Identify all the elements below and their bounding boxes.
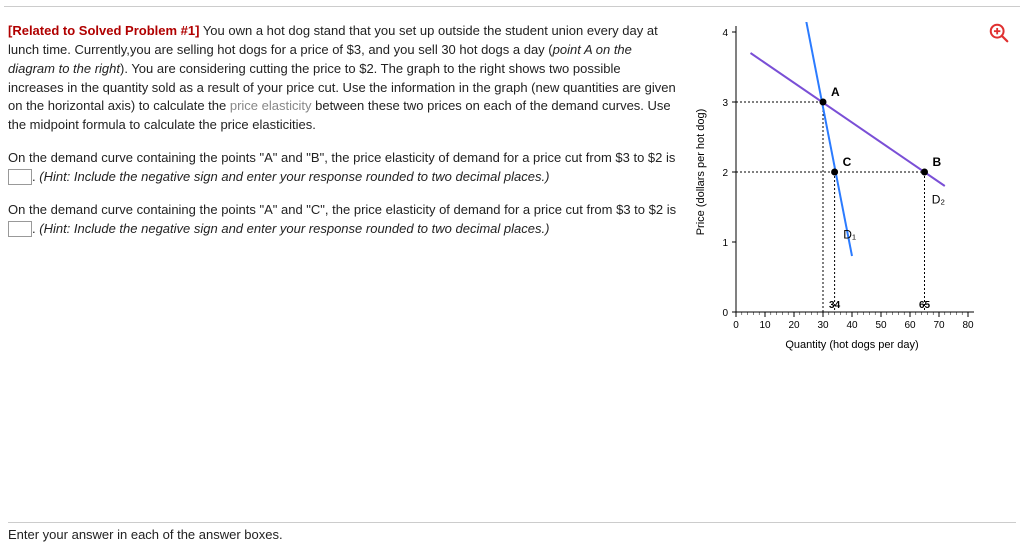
- point-label-A: A: [831, 85, 840, 99]
- question-1: On the demand curve containing the point…: [8, 149, 678, 187]
- intro-paragraph: [Related to Solved Problem #1] You own a…: [8, 22, 678, 135]
- main-container: [Related to Solved Problem #1] You own a…: [0, 0, 1024, 362]
- zoom-icon[interactable]: [988, 22, 1010, 44]
- question-2: On the demand curve containing the point…: [8, 201, 678, 239]
- chart-column: 01234010203040506070803465D₁D₂ACBQuantit…: [686, 22, 1016, 362]
- curve-label-D2: D₂: [932, 193, 946, 207]
- svg-text:0: 0: [733, 320, 739, 331]
- footer-instruction: Enter your answer in each of the answer …: [8, 522, 1016, 542]
- q2-hint: (Hint: Include the negative sign and ent…: [39, 221, 549, 236]
- price-elasticity-term: price elasticity: [230, 98, 312, 113]
- svg-text:80: 80: [962, 320, 974, 331]
- q1-hint: (Hint: Include the negative sign and ent…: [39, 169, 549, 184]
- q2-lead: On the demand curve containing the point…: [8, 202, 676, 217]
- point-label-B: B: [933, 155, 942, 169]
- point-B: [921, 169, 928, 176]
- svg-text:1: 1: [722, 238, 728, 249]
- svg-text:65: 65: [919, 300, 931, 311]
- y-axis-label: Price (dollars per hot dog): [695, 109, 707, 236]
- point-label-C: C: [843, 155, 852, 169]
- svg-text:10: 10: [759, 320, 771, 331]
- svg-text:2: 2: [722, 168, 728, 179]
- demand-chart: 01234010203040506070803465D₁D₂ACBQuantit…: [686, 22, 986, 362]
- svg-text:4: 4: [722, 28, 728, 39]
- answer-input-1[interactable]: [8, 169, 32, 185]
- svg-text:60: 60: [904, 320, 916, 331]
- point-C: [831, 169, 838, 176]
- question-text: [Related to Solved Problem #1] You own a…: [8, 22, 678, 362]
- svg-text:20: 20: [788, 320, 800, 331]
- q1-lead: On the demand curve containing the point…: [8, 150, 675, 165]
- svg-text:34: 34: [829, 300, 841, 311]
- point-A: [820, 99, 827, 106]
- problem-prefix: [Related to Solved Problem #1]: [8, 23, 199, 38]
- svg-text:0: 0: [722, 308, 728, 319]
- curve-label-D1: D₁: [843, 228, 856, 242]
- svg-text:70: 70: [933, 320, 945, 331]
- svg-text:40: 40: [846, 320, 858, 331]
- curve-D1: [806, 22, 852, 256]
- x-axis-label: Quantity (hot dogs per day): [785, 339, 918, 351]
- svg-text:30: 30: [817, 320, 829, 331]
- svg-text:50: 50: [875, 320, 887, 331]
- svg-text:3: 3: [722, 98, 728, 109]
- answer-input-2[interactable]: [8, 221, 32, 237]
